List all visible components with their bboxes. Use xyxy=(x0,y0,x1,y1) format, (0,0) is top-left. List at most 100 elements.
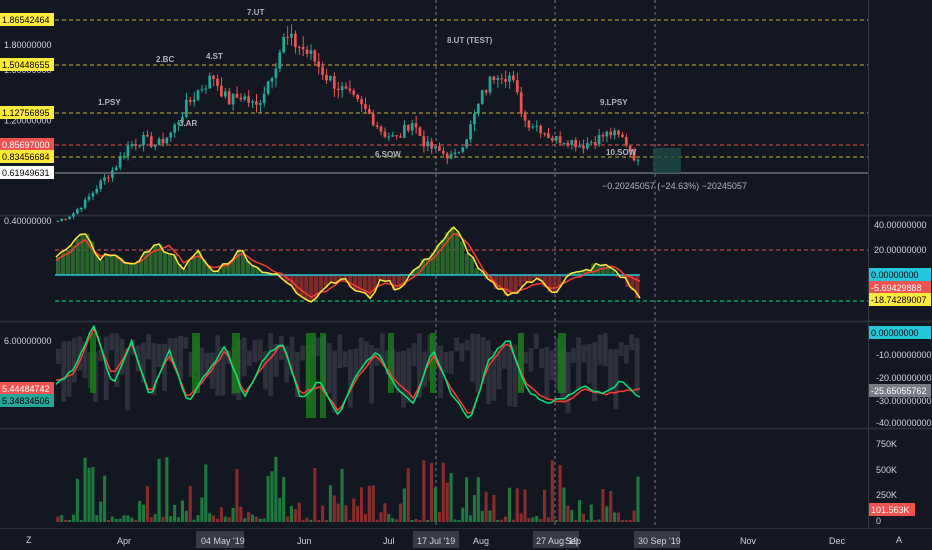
candle-body xyxy=(636,159,640,161)
osc2-bg-bar xyxy=(98,349,104,362)
candle-body xyxy=(426,141,430,147)
candle-body xyxy=(585,143,589,149)
volume-bar xyxy=(317,519,321,522)
osc1-hist-bar xyxy=(469,257,474,275)
volume-bar xyxy=(87,467,91,522)
price-pane[interactable]: 2.000000001.800000001.600000001.20000000… xyxy=(0,8,868,226)
osc2-bg-bar xyxy=(56,348,61,365)
volume-bar xyxy=(286,516,290,522)
wyckoff-label-ut-test: 8.UT (TEST) xyxy=(447,36,493,45)
candle-body xyxy=(550,138,554,141)
wyckoff-label-bc: 2.BC xyxy=(156,55,174,64)
osc2-bg-bar xyxy=(528,348,534,372)
osc2-tags: 5.44484742 5.34834506 0.00000000 -25.650557… xyxy=(0,326,931,407)
osc2-green-bar xyxy=(232,333,240,393)
volume-bar xyxy=(480,510,484,522)
candle-body xyxy=(258,103,262,105)
osc2-green-bar xyxy=(306,333,316,418)
time-highlight-aug27 xyxy=(533,531,579,548)
candle-body xyxy=(410,123,414,131)
osc2-green-bar xyxy=(518,333,524,393)
volume-bar xyxy=(363,514,367,522)
osc1-hist-bar xyxy=(182,269,187,275)
volume-bar xyxy=(176,517,181,522)
volume-bar xyxy=(212,515,216,522)
pane-separators xyxy=(0,0,932,529)
volume-bar xyxy=(441,462,445,522)
candle-body xyxy=(99,180,103,189)
candle-body xyxy=(457,151,461,153)
osc2-bg-bar xyxy=(337,334,343,368)
osc1-hist-bar xyxy=(328,275,333,283)
volume-pane[interactable]: 750K 500K 250K 0 101.563K xyxy=(56,439,915,526)
osc2-bg-bar xyxy=(178,335,183,380)
time-label-sep: Sep xyxy=(565,536,581,546)
candle-body xyxy=(512,75,515,81)
volume-bar xyxy=(134,519,138,522)
osc2-bg-bar xyxy=(438,345,444,399)
volume-bar xyxy=(558,465,562,522)
osc1-hist-bar xyxy=(158,244,163,275)
osc2-left-tag: 5.44484742 xyxy=(2,384,50,394)
oscillator-pane-1[interactable]: 40.00000000 20.00000000 0.00000000 -5.6942… xyxy=(55,220,931,306)
osc1-tag: -18.74289007 xyxy=(871,295,927,305)
volume-bar xyxy=(422,460,426,522)
volume-bar xyxy=(375,519,379,522)
candle-body xyxy=(371,113,375,126)
level-tag: 1.50448655 xyxy=(2,60,50,70)
z-button[interactable]: Z xyxy=(26,535,32,545)
time-highlight-may xyxy=(196,531,244,548)
candle-body xyxy=(527,120,531,128)
osc1-hist-bar xyxy=(197,250,202,275)
osc1-hist-bar xyxy=(124,262,129,275)
candle-body xyxy=(286,37,289,39)
level-lines xyxy=(55,19,868,174)
candle-body xyxy=(383,131,387,137)
a-button[interactable]: A xyxy=(896,535,902,545)
candle-body xyxy=(200,89,204,91)
volume-bar xyxy=(126,515,130,522)
volume-axis-ticks: 750K 500K 250K 0 xyxy=(876,439,897,526)
volume-bar xyxy=(60,515,64,522)
osc2-bg-bar xyxy=(613,349,619,409)
osc2-bg-bar xyxy=(363,341,369,364)
candle-body xyxy=(601,134,605,137)
time-label-jun: Jun xyxy=(297,536,312,546)
osc2-bg-bar xyxy=(268,333,274,397)
candle-body xyxy=(628,145,632,152)
osc1-hist-bar xyxy=(348,275,353,287)
osc1-hist-bar xyxy=(532,275,538,279)
osc2-right-tag: -25.65055762 xyxy=(871,386,927,396)
osc2-green-bar xyxy=(90,333,96,393)
volume-bar xyxy=(243,518,247,522)
candles xyxy=(56,24,640,223)
volume-bar xyxy=(204,464,208,522)
candle-body xyxy=(360,99,363,105)
osc2-bg-bar xyxy=(480,337,486,384)
osc2-bg-bar xyxy=(71,338,77,383)
osc1-hist-bar xyxy=(143,252,148,275)
candle-body xyxy=(103,177,106,181)
time-label-aug: Aug xyxy=(473,536,489,546)
level-tag: 1.12756895 xyxy=(2,108,50,118)
osc1-hist-bar xyxy=(542,275,547,287)
volume-bar xyxy=(437,512,441,522)
osc2-bg-bar xyxy=(209,352,215,389)
osc1-hist-bar xyxy=(479,271,484,275)
osc2-bg-bar xyxy=(634,337,640,393)
candle-body xyxy=(399,136,402,138)
osc2-bg-bar xyxy=(501,344,507,369)
osc2-bg-bar xyxy=(448,351,454,375)
wyckoff-label-ar: 3.AR xyxy=(179,119,197,128)
volume-bar xyxy=(589,504,593,522)
volume-bar xyxy=(332,495,336,522)
candle-body xyxy=(344,86,348,89)
candle-body xyxy=(562,142,566,144)
candle-body xyxy=(473,113,476,125)
candle-body xyxy=(134,144,138,146)
volume-bar xyxy=(67,519,72,522)
volume-bar xyxy=(616,512,621,522)
oscillator-pane-2[interactable]: 6.00000000 -10.00000000 -20.00000000 -30.00… xyxy=(0,324,932,428)
osc1-histogram xyxy=(56,227,640,302)
osc2-bg-bar xyxy=(151,342,157,396)
